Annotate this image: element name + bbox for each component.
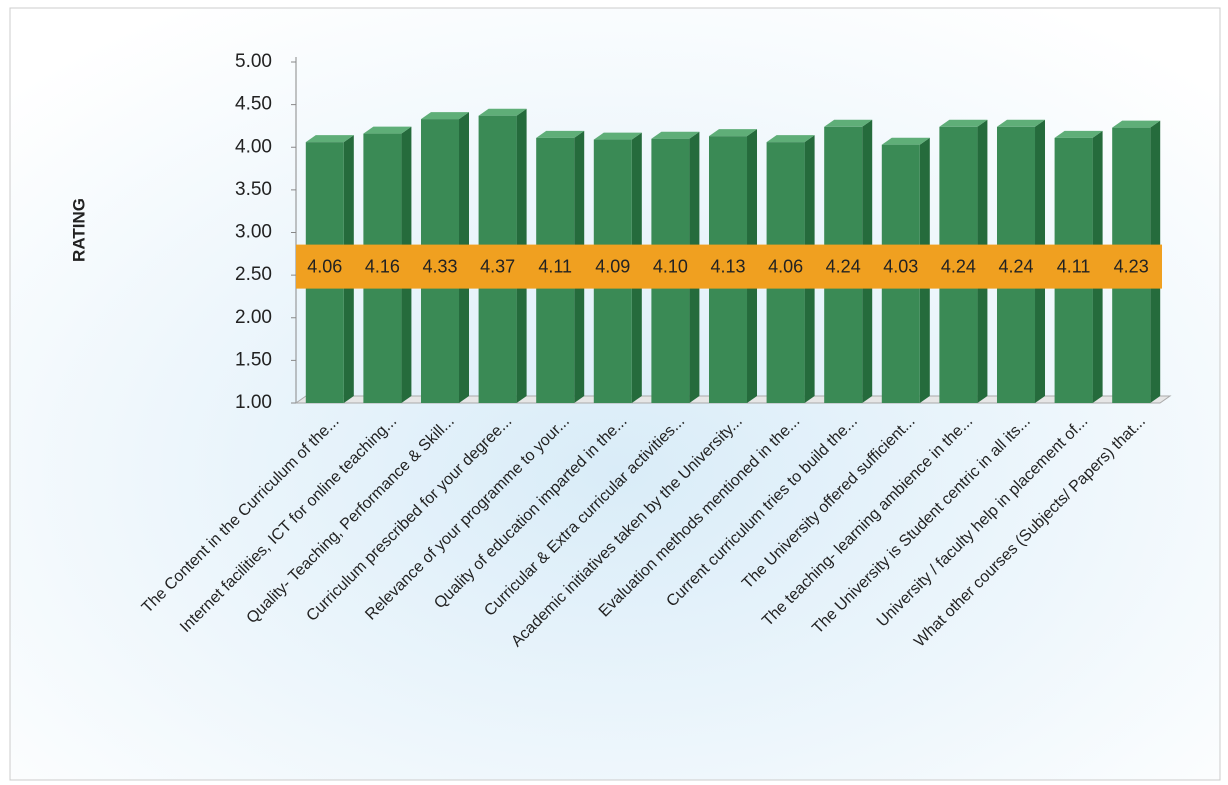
value-label: 4.16 bbox=[365, 256, 400, 276]
bar-top bbox=[420, 112, 470, 120]
value-label: 4.11 bbox=[538, 256, 572, 276]
bar-top bbox=[1054, 130, 1103, 138]
y-tick-label: 1.00 bbox=[235, 392, 272, 413]
bar-top bbox=[651, 131, 700, 139]
value-label: 4.33 bbox=[422, 256, 457, 276]
value-label: 4.10 bbox=[653, 256, 688, 276]
value-label: 4.06 bbox=[768, 256, 803, 276]
bar-top bbox=[996, 119, 1046, 127]
bar-top bbox=[536, 130, 585, 138]
y-tick-label: 3.50 bbox=[235, 179, 272, 200]
y-axis-label: RATING bbox=[69, 198, 88, 262]
value-label: 4.09 bbox=[595, 256, 630, 276]
label-band bbox=[296, 244, 1162, 289]
value-label: 4.13 bbox=[710, 256, 745, 276]
y-tick-label: 4.00 bbox=[235, 136, 272, 157]
value-label: 4.24 bbox=[998, 256, 1033, 276]
bar-top bbox=[881, 137, 930, 145]
y-tick-label: 3.00 bbox=[235, 222, 272, 243]
value-label: 4.03 bbox=[883, 256, 918, 276]
y-tick-label: 5.00 bbox=[235, 51, 272, 72]
bar-top bbox=[478, 108, 527, 116]
y-tick-label: 4.50 bbox=[235, 94, 272, 115]
value-label: 4.23 bbox=[1114, 256, 1149, 276]
value-label: 4.11 bbox=[1057, 256, 1091, 276]
bar-top bbox=[766, 135, 815, 143]
bar-top bbox=[593, 132, 642, 140]
y-tick-label: 1.50 bbox=[235, 349, 272, 370]
bar-top bbox=[305, 135, 354, 143]
bar-top bbox=[939, 119, 988, 127]
value-label: 4.37 bbox=[480, 256, 515, 276]
bar-top bbox=[708, 129, 758, 137]
bar-top bbox=[824, 119, 873, 127]
bar-top bbox=[1112, 120, 1161, 128]
y-tick-label: 2.50 bbox=[235, 264, 272, 285]
y-tick-label: 2.00 bbox=[235, 307, 272, 328]
bar-top bbox=[363, 126, 412, 134]
value-label: 4.24 bbox=[826, 256, 861, 276]
value-label: 4.06 bbox=[307, 256, 342, 276]
value-label: 4.24 bbox=[941, 256, 976, 276]
